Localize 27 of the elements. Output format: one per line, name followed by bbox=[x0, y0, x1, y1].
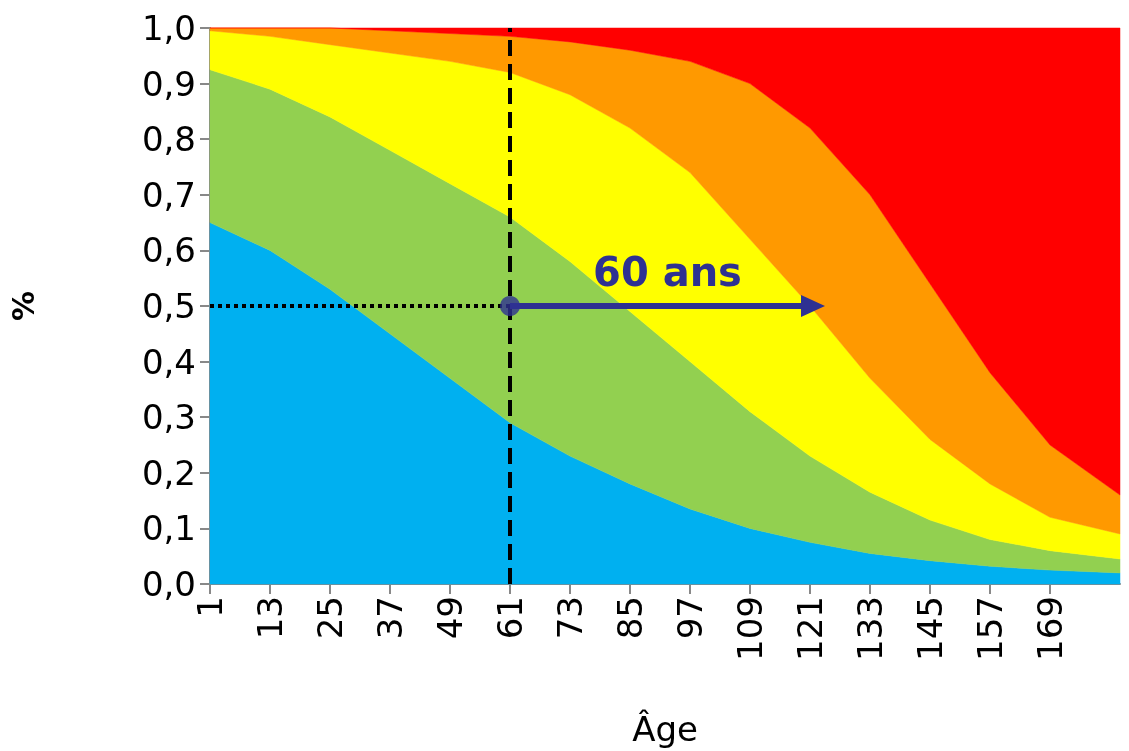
x-axis-title: Âge bbox=[632, 709, 698, 749]
x-tick-label: 97 bbox=[670, 596, 710, 640]
y-axis-title: % bbox=[5, 290, 41, 322]
y-tick-label: 0,5 bbox=[141, 286, 196, 326]
x-tick-label: 37 bbox=[370, 596, 410, 640]
x-tick-label: 109 bbox=[730, 596, 770, 661]
x-tick-label: 13 bbox=[250, 596, 290, 640]
x-tick-label: 157 bbox=[970, 596, 1010, 661]
x-tick-label: 145 bbox=[910, 596, 950, 661]
y-tick-label: 0,7 bbox=[141, 174, 196, 215]
x-tick-label: 25 bbox=[310, 596, 350, 640]
x-tick-label: 121 bbox=[790, 596, 830, 661]
x-tick-label: 85 bbox=[610, 596, 650, 640]
y-tick-label: 0,1 bbox=[141, 508, 196, 549]
x-tick-label: 133 bbox=[850, 596, 890, 661]
x-tick-label: 73 bbox=[550, 596, 590, 640]
x-tick-label: 49 bbox=[430, 596, 470, 640]
y-tick-label: 0,2 bbox=[141, 452, 196, 493]
annotation: 60 ans bbox=[593, 249, 742, 295]
x-tick-label: 169 bbox=[1030, 596, 1070, 661]
y-tick-label: 0,3 bbox=[141, 397, 196, 438]
y-tick-label: 0,9 bbox=[141, 63, 196, 104]
y-tick-label: 0,6 bbox=[141, 230, 196, 271]
y-tick-label: 1,0 bbox=[141, 8, 196, 48]
y-tick-label: 0,4 bbox=[141, 341, 196, 382]
y-tick-label: 0,8 bbox=[141, 119, 196, 160]
x-tick-label: 61 bbox=[490, 596, 530, 640]
